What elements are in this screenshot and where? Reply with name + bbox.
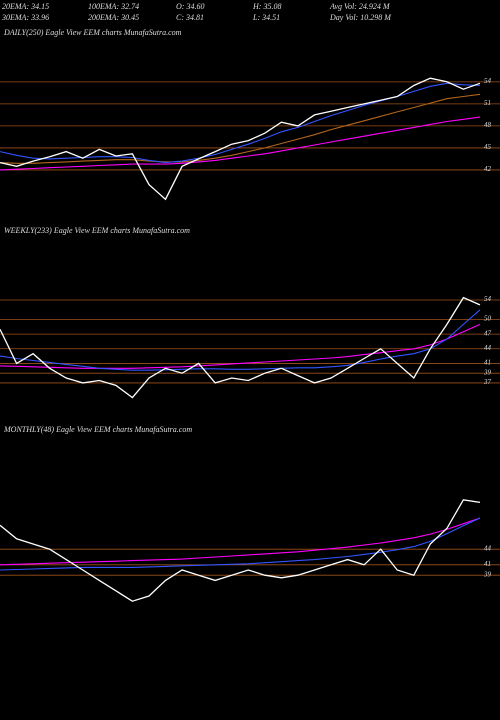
y-tick-label: 51 — [484, 99, 491, 107]
y-tick-label: 42 — [484, 165, 492, 173]
y-tick-label: 41 — [484, 560, 491, 568]
y-tick-label: 39 — [483, 570, 492, 578]
y-tick-label: 48 — [484, 121, 492, 129]
price-line — [0, 93, 481, 164]
stat: 20EMA: 34.15 — [2, 2, 49, 11]
y-tick-label: 45 — [484, 143, 492, 151]
price-line — [0, 77, 481, 201]
stat: Avg Vol: 24.924 M — [329, 2, 391, 11]
stat: H: 35.08 — [252, 2, 281, 11]
y-tick-label: 54 — [484, 295, 492, 303]
stat: 100EMA: 32.74 — [88, 2, 139, 11]
price-line — [0, 499, 481, 602]
price-line — [0, 323, 481, 369]
stat: O: 34.60 — [176, 2, 204, 11]
price-line — [0, 309, 481, 371]
panel-title: DAILY(250) Eagle View EEM charts MunafaS… — [3, 28, 182, 37]
stat: C: 34.81 — [176, 13, 204, 22]
stat: L: 34.51 — [252, 13, 280, 22]
stat: 30EMA: 33.96 — [1, 13, 49, 22]
price-line — [0, 116, 481, 171]
y-tick-label: 41 — [484, 359, 491, 367]
y-tick-label: 54 — [484, 77, 492, 85]
price-line — [0, 296, 481, 399]
y-tick-label: 37 — [483, 378, 492, 386]
y-tick-label: 39 — [483, 368, 492, 376]
y-tick-label: 50 — [484, 315, 492, 323]
stat: Day Vol: 10.298 M — [329, 13, 392, 22]
stat: 200EMA: 30.45 — [88, 13, 139, 22]
y-tick-label: 44 — [484, 344, 492, 352]
panel-title: WEEKLY(233) Eagle View EEM charts Munafa… — [4, 226, 190, 235]
price-line — [0, 517, 481, 566]
panel-title: MONTHLY(48) Eagle View EEM charts Munafa… — [3, 425, 192, 434]
y-tick-label: 47 — [484, 329, 492, 337]
price-line — [0, 82, 481, 164]
price-line — [0, 517, 481, 571]
y-tick-label: 44 — [484, 544, 492, 552]
